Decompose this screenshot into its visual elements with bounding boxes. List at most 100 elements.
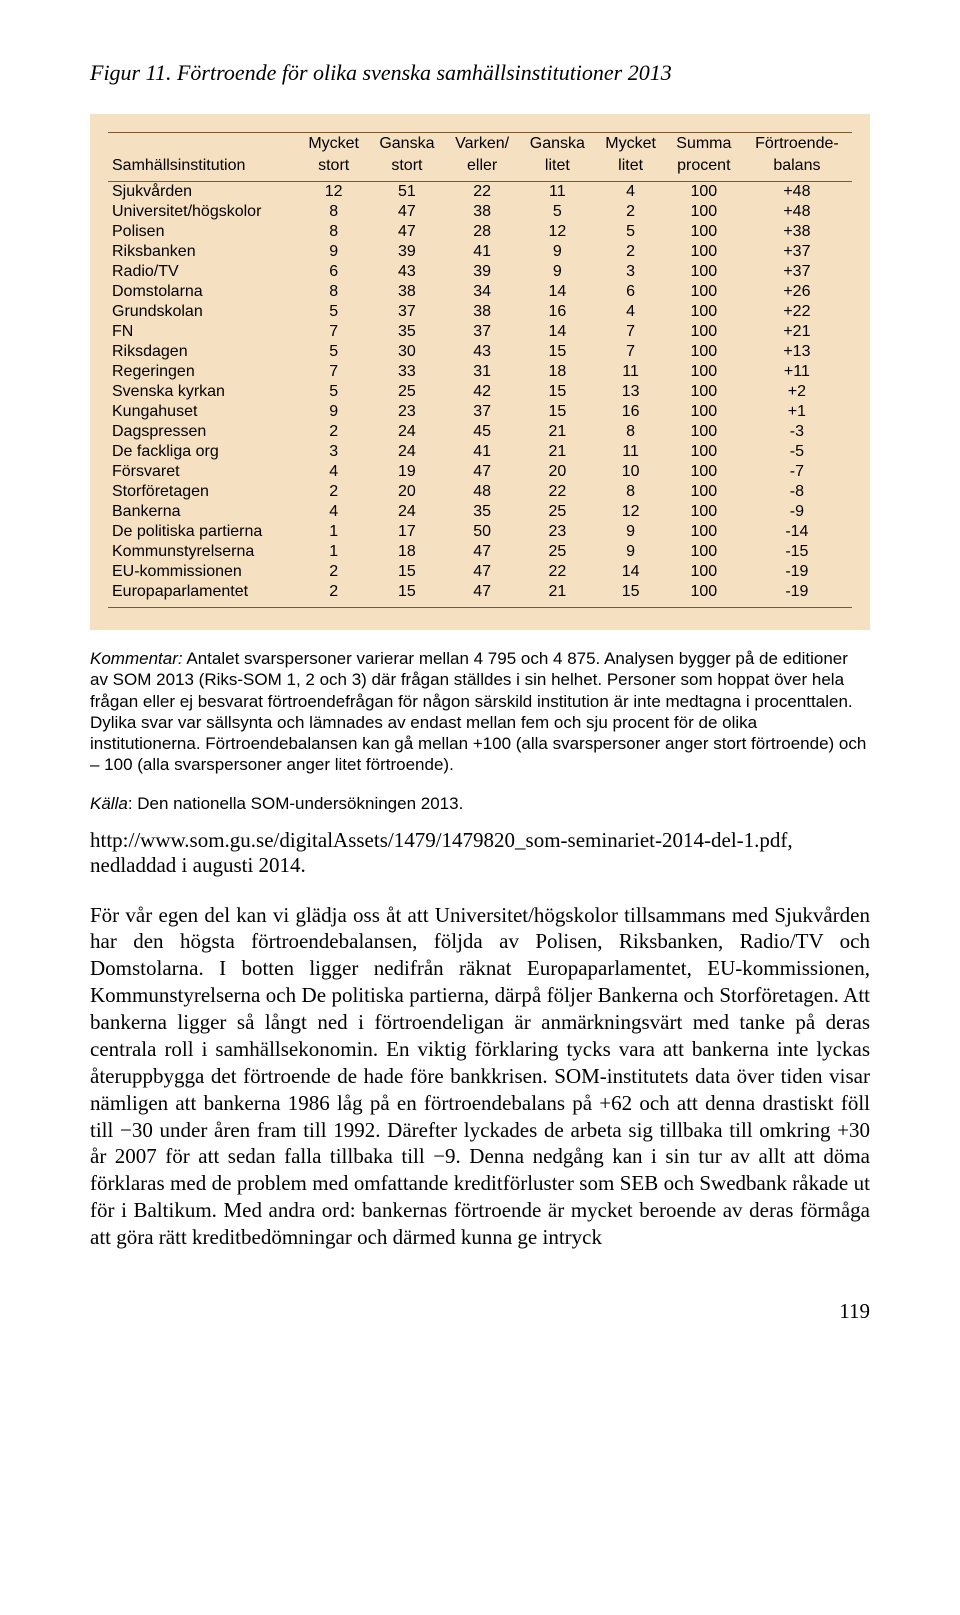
header-row-2: Samhällsinstitutionstortstortellerlitetl…	[108, 155, 852, 182]
cell-value: 38	[445, 302, 520, 322]
cell-value: 8	[595, 482, 666, 502]
table-row: Regeringen733311811100+11	[108, 362, 852, 382]
cell-value: 100	[666, 322, 742, 342]
cell-value: 9	[595, 542, 666, 562]
cell-value: 43	[445, 342, 520, 362]
cell-value: 13	[595, 382, 666, 402]
cell-value: 8	[298, 282, 369, 302]
cell-value: 45	[445, 422, 520, 442]
cell-value: 15	[595, 582, 666, 608]
cell-value: 3	[298, 442, 369, 462]
page-number: 119	[90, 1299, 870, 1324]
body-paragraph: För vår egen del kan vi glädja oss åt at…	[90, 902, 870, 1251]
cell-value: 5	[595, 222, 666, 242]
cell-value: 100	[666, 182, 742, 203]
figure-title: Figur 11. Förtroende för olika svenska s…	[90, 60, 870, 86]
cell-value: 24	[369, 422, 445, 442]
cell-value: 21	[519, 582, 595, 608]
header-row-1: MycketGanskaVarken/GanskaMycketSummaFört…	[108, 133, 852, 156]
col-header-bottom: litet	[519, 155, 595, 182]
row-name: Regeringen	[108, 362, 298, 382]
cell-value: 100	[666, 362, 742, 382]
cell-value: 23	[369, 402, 445, 422]
col-header-top: Summa	[666, 133, 742, 156]
row-name: Polisen	[108, 222, 298, 242]
cell-value: 5	[298, 302, 369, 322]
row-name: Dagspressen	[108, 422, 298, 442]
cell-value: 30	[369, 342, 445, 362]
cell-value: 25	[519, 502, 595, 522]
cell-value: 11	[595, 362, 666, 382]
col-header-bottom: balans	[742, 155, 852, 182]
cell-value: 16	[519, 302, 595, 322]
row-name: Storföretagen	[108, 482, 298, 502]
cell-value: 47	[445, 582, 520, 608]
table-row: Dagspressen22445218100-3	[108, 422, 852, 442]
cell-value: 1	[298, 522, 369, 542]
cell-value: 7	[298, 362, 369, 382]
cell-value: 11	[519, 182, 595, 203]
cell-value: 12	[519, 222, 595, 242]
cell-value: 9	[595, 522, 666, 542]
cell-value: 21	[519, 422, 595, 442]
col-header-top: Ganska	[369, 133, 445, 156]
cell-value: 15	[369, 582, 445, 608]
row-name: Riksdagen	[108, 342, 298, 362]
cell-value: 100	[666, 522, 742, 542]
trust-table: MycketGanskaVarken/GanskaMycketSummaFört…	[90, 114, 870, 630]
cell-value: 100	[666, 562, 742, 582]
cell-value: 100	[666, 202, 742, 222]
cell-value: 100	[666, 262, 742, 282]
cell-value: 10	[595, 462, 666, 482]
cell-value: 41	[445, 442, 520, 462]
cell-value: -15	[742, 542, 852, 562]
col-header-bottom: eller	[445, 155, 520, 182]
cell-value: -14	[742, 522, 852, 542]
cell-value: 11	[595, 442, 666, 462]
row-name: Svenska kyrkan	[108, 382, 298, 402]
cell-value: 14	[519, 322, 595, 342]
table-row: Riksbanken9394192100+37	[108, 242, 852, 262]
cell-value: 22	[519, 482, 595, 502]
cell-value: -9	[742, 502, 852, 522]
cell-value: 2	[298, 422, 369, 442]
cell-value: 15	[519, 402, 595, 422]
cell-value: 15	[519, 382, 595, 402]
cell-value: 50	[445, 522, 520, 542]
cell-value: 100	[666, 282, 742, 302]
figure-caption: Förtroende för olika svenska samhällsins…	[177, 60, 672, 85]
cell-value: 2	[595, 242, 666, 262]
cell-value: 25	[369, 382, 445, 402]
cell-value: 100	[666, 342, 742, 362]
cell-value: +2	[742, 382, 852, 402]
row-name: De politiska partierna	[108, 522, 298, 542]
table-row: Grundskolan53738164100+22	[108, 302, 852, 322]
cell-value: 33	[369, 362, 445, 382]
cell-value: 2	[595, 202, 666, 222]
row-name: De fackliga org	[108, 442, 298, 462]
cell-value: +37	[742, 242, 852, 262]
cell-value: 35	[369, 322, 445, 342]
row-name: Kungahuset	[108, 402, 298, 422]
row-name: Kommunstyrelserna	[108, 542, 298, 562]
cell-value: +38	[742, 222, 852, 242]
cell-value: 20	[519, 462, 595, 482]
cell-value: 7	[298, 322, 369, 342]
cell-value: -8	[742, 482, 852, 502]
source-link: http://www.som.gu.se/digitalAssets/1479/…	[90, 828, 870, 878]
cell-value: 20	[369, 482, 445, 502]
cell-value: 47	[369, 222, 445, 242]
cell-value: 8	[298, 222, 369, 242]
kalla-text: : Den nationella SOM-undersökningen 2013…	[128, 794, 464, 813]
row-name: Bankerna	[108, 502, 298, 522]
table-row: Försvaret419472010100-7	[108, 462, 852, 482]
cell-value: 21	[519, 442, 595, 462]
kalla-label: Källa	[90, 794, 128, 813]
table-row: Svenska kyrkan525421513100+2	[108, 382, 852, 402]
col-header-top: Mycket	[298, 133, 369, 156]
cell-value: 100	[666, 302, 742, 322]
cell-value: 17	[369, 522, 445, 542]
cell-value: 16	[595, 402, 666, 422]
cell-value: 47	[445, 542, 520, 562]
cell-value: 100	[666, 582, 742, 608]
